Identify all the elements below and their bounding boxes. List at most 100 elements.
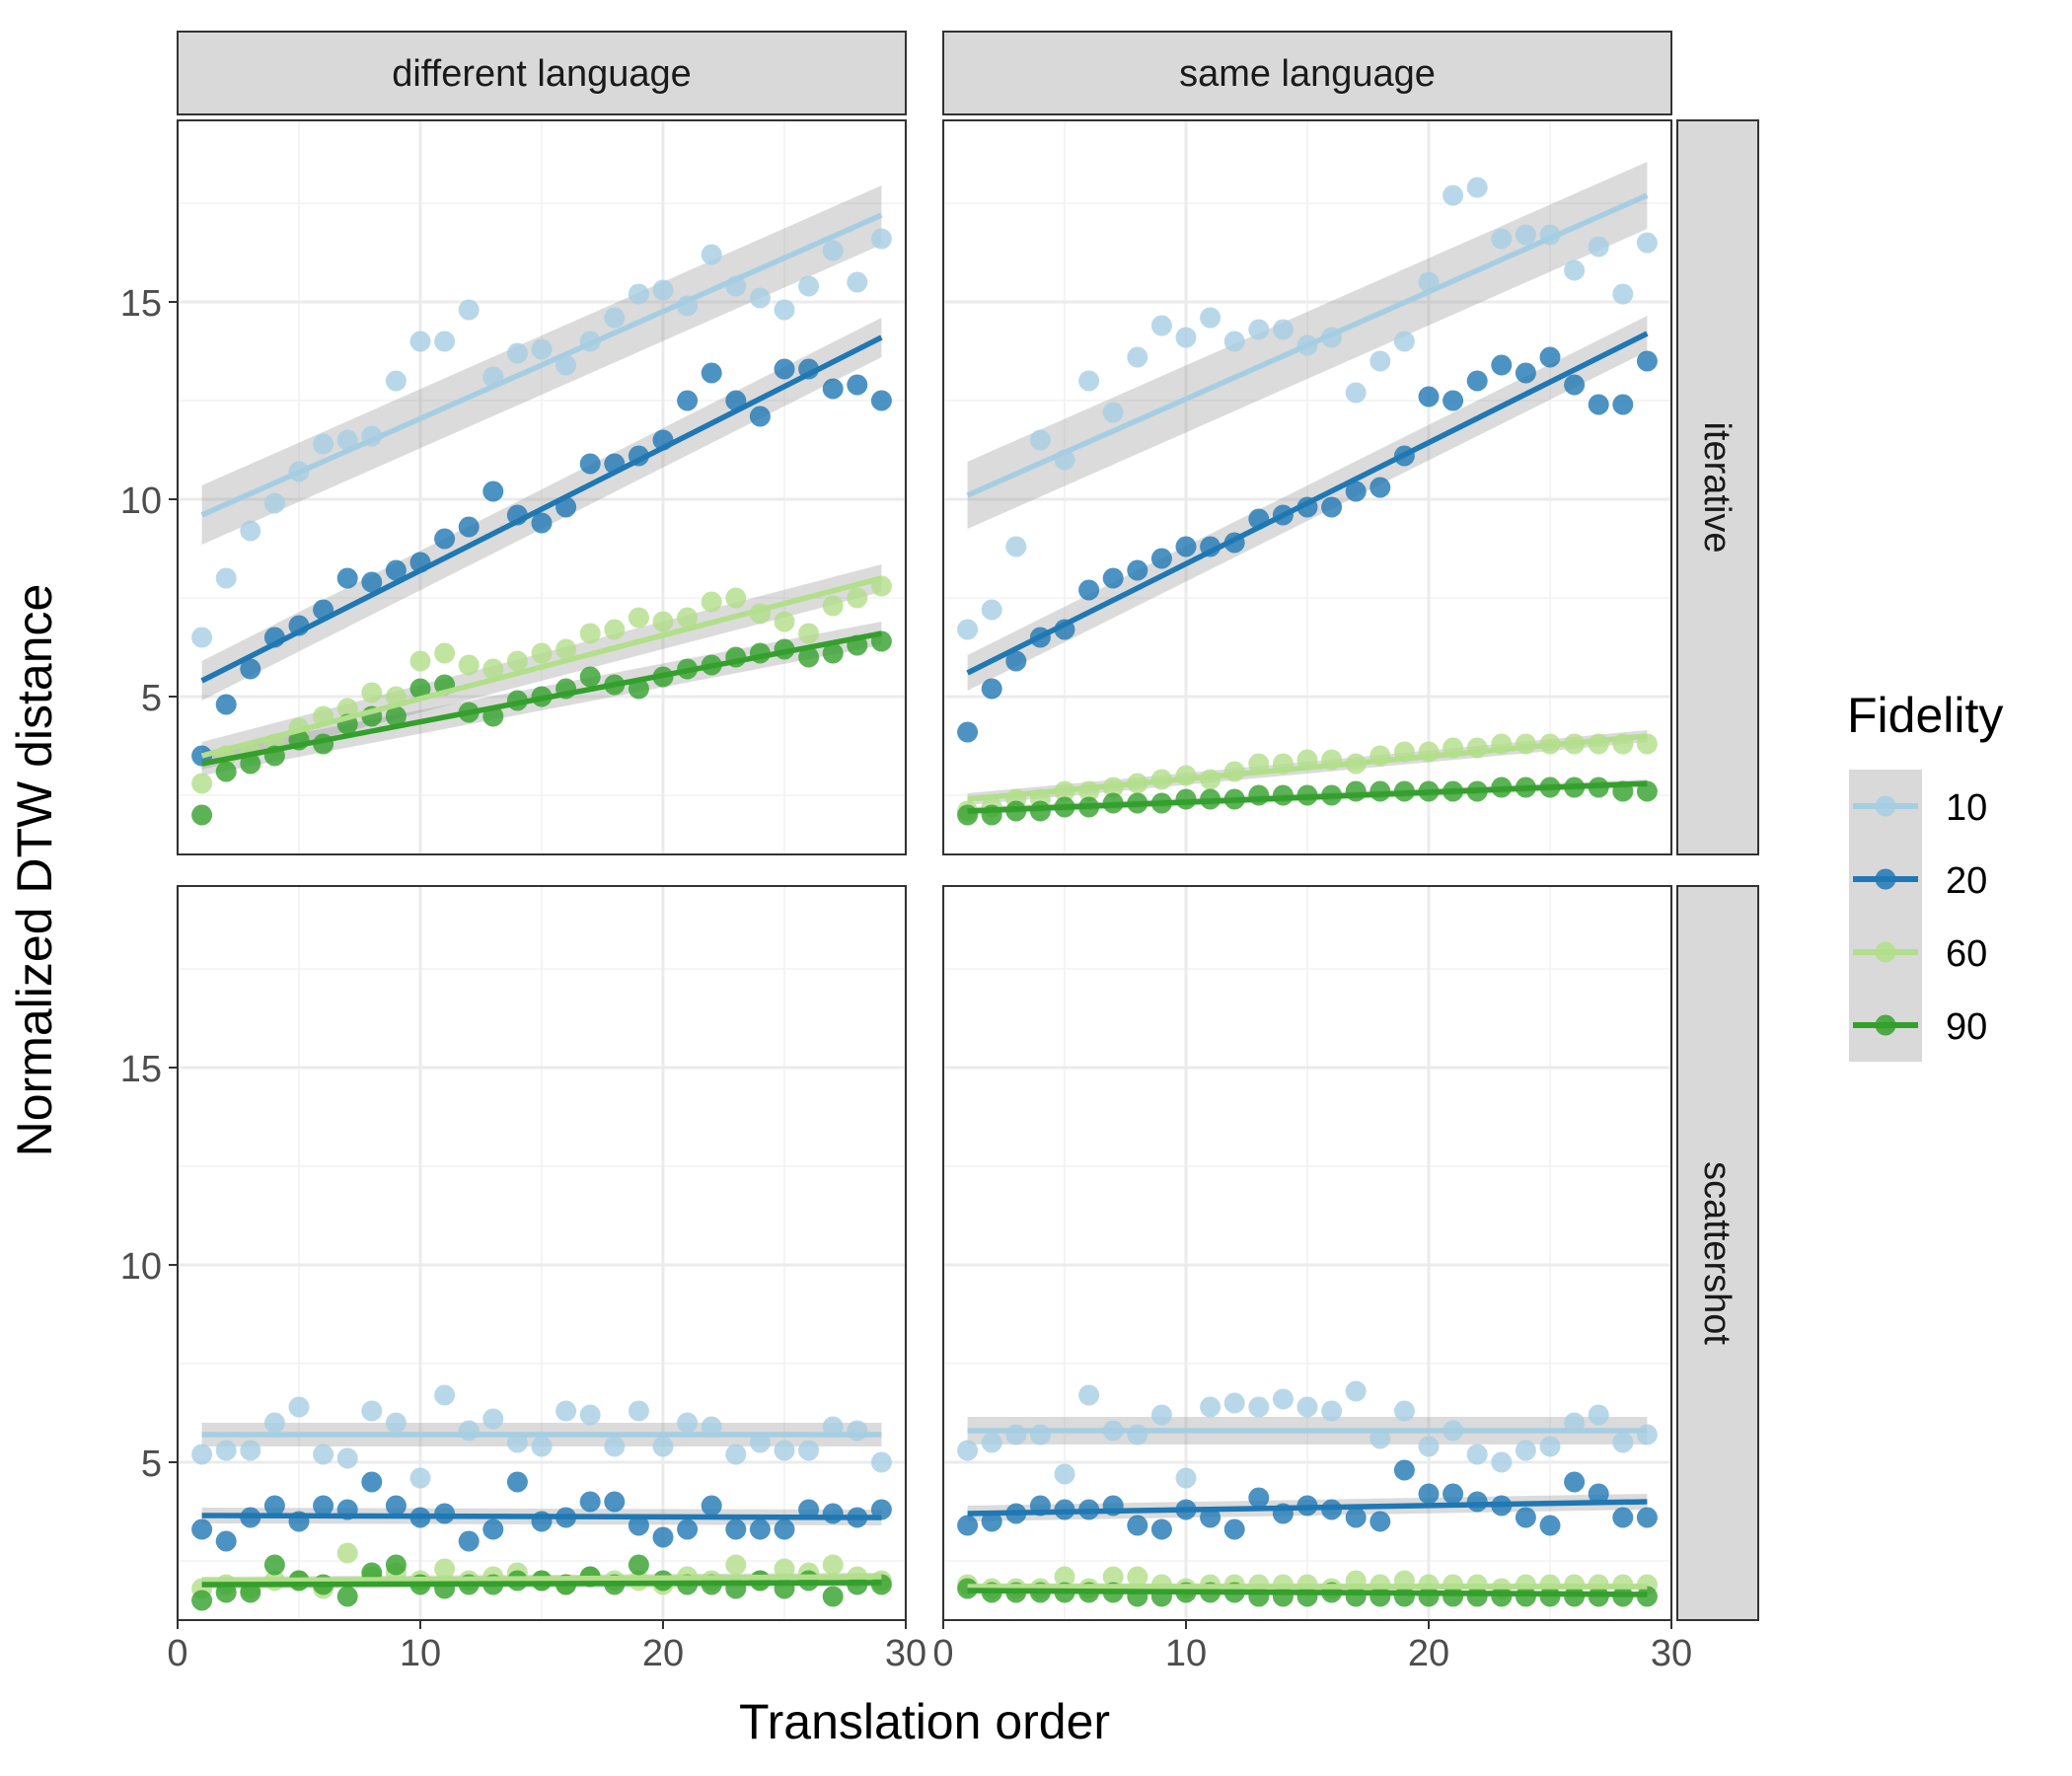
data-point-10	[604, 1436, 626, 1457]
data-point-10	[1636, 232, 1658, 254]
data-point-10	[1345, 1380, 1367, 1402]
data-point-10	[1102, 402, 1124, 423]
data-point-10	[1369, 350, 1391, 372]
data-point-60	[434, 642, 456, 664]
data-point-60	[531, 642, 553, 664]
legend-label-10: 10	[1946, 787, 1987, 829]
data-point-10	[1588, 1404, 1609, 1426]
data-point-20	[313, 1495, 334, 1517]
data-point-10	[385, 370, 407, 392]
data-point-20	[1588, 394, 1609, 415]
data-point-20	[1636, 1507, 1658, 1528]
data-point-60	[822, 1554, 844, 1576]
data-point-20	[1005, 650, 1027, 672]
row-strip	[1676, 885, 1759, 1621]
data-point-10	[1200, 1396, 1221, 1418]
data-point-20	[361, 1471, 383, 1493]
data-point-60	[604, 619, 626, 640]
data-point-60	[409, 650, 431, 672]
data-point-20	[385, 559, 407, 581]
y-tick-label: 5	[141, 678, 162, 719]
data-point-20	[1491, 354, 1513, 376]
data-point-20	[1345, 481, 1367, 502]
data-point-60	[798, 623, 820, 644]
fit-line-90	[967, 780, 1648, 814]
data-point-20	[677, 1518, 699, 1540]
x-tick-label: 10	[400, 1633, 441, 1674]
fit-line-60	[967, 733, 1648, 802]
data-point-60	[1248, 753, 1270, 775]
data-point-10	[434, 1384, 456, 1406]
data-point-10	[1612, 1432, 1634, 1453]
data-point-60	[822, 595, 844, 617]
data-point-90	[385, 705, 407, 727]
data-point-10	[482, 1408, 504, 1430]
data-point-10	[215, 567, 237, 589]
legend-key-point	[1875, 868, 1896, 890]
data-point-90	[215, 761, 237, 782]
data-point-20	[981, 678, 1002, 700]
data-point-10	[1588, 236, 1609, 258]
panel-2	[176, 885, 908, 1621]
data-point-90	[822, 642, 844, 664]
data-point-20	[1443, 1483, 1464, 1505]
data-point-10	[774, 1440, 795, 1461]
legend-label-90: 90	[1946, 1006, 1987, 1048]
data-point-60	[1054, 1566, 1075, 1588]
data-point-20	[458, 516, 480, 538]
data-point-10	[1515, 224, 1536, 246]
data-point-10	[1272, 319, 1294, 340]
panel-border	[177, 885, 907, 1621]
data-point-10	[822, 240, 844, 261]
data-point-10	[1248, 319, 1270, 340]
data-point-60	[458, 654, 480, 676]
data-point-10	[263, 1412, 285, 1434]
data-point-90	[215, 1582, 237, 1603]
data-point-60	[555, 638, 577, 660]
data-point-60	[579, 623, 601, 644]
data-point-20	[1564, 1471, 1586, 1493]
data-point-10	[1150, 315, 1172, 336]
data-point-10	[215, 1440, 237, 1461]
x-tick-label: 0	[932, 1633, 953, 1674]
data-point-90	[240, 753, 261, 775]
data-point-60	[336, 1542, 358, 1564]
data-point-10	[847, 1420, 868, 1442]
data-point-10	[628, 1400, 649, 1422]
data-point-90	[957, 804, 979, 826]
y-tick-label: 15	[120, 283, 162, 325]
x-tick-label: 10	[1165, 1633, 1207, 1674]
data-point-20	[822, 1503, 844, 1524]
data-point-10	[1345, 382, 1367, 404]
data-point-90	[798, 646, 820, 668]
data-point-90	[191, 804, 213, 826]
data-point-60	[628, 607, 649, 629]
data-point-60	[652, 611, 674, 632]
legend-key-point	[1875, 795, 1896, 817]
data-point-60	[1127, 1566, 1148, 1588]
data-point-60	[847, 587, 868, 609]
data-point-10	[1029, 429, 1051, 451]
data-point-10	[1054, 1463, 1075, 1485]
data-point-20	[263, 1495, 285, 1517]
data-point-20	[1466, 370, 1488, 392]
data-point-20	[482, 481, 504, 502]
data-point-20	[506, 1471, 528, 1493]
fit-line-60	[200, 575, 883, 759]
data-point-20	[579, 1491, 601, 1513]
data-point-10	[409, 331, 431, 352]
data-point-10	[1078, 370, 1100, 392]
data-point-20	[1393, 1459, 1415, 1481]
data-point-10	[288, 1396, 310, 1418]
row-strip-label: scattershot	[1696, 1161, 1738, 1345]
data-point-10	[1272, 1388, 1294, 1410]
data-point-20	[1418, 386, 1440, 407]
data-point-20	[774, 1518, 795, 1540]
legend-label-20: 20	[1946, 860, 1987, 902]
data-point-10	[604, 307, 626, 329]
x-tick-label: 20	[1408, 1633, 1449, 1674]
fit-line-10	[200, 212, 883, 518]
data-point-20	[1443, 390, 1464, 411]
data-point-20	[215, 1530, 237, 1552]
fit-line-90	[201, 630, 882, 767]
